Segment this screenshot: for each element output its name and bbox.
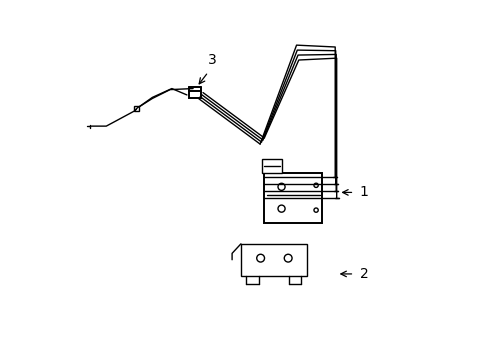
Bar — [264, 173, 322, 222]
Text: 3: 3 — [208, 53, 217, 67]
Bar — [262, 159, 281, 173]
Bar — [134, 106, 139, 111]
Bar — [241, 244, 306, 276]
Circle shape — [313, 183, 318, 188]
Circle shape — [277, 205, 285, 212]
Circle shape — [256, 254, 264, 262]
Circle shape — [284, 254, 291, 262]
Text: 2: 2 — [359, 267, 367, 281]
Circle shape — [277, 183, 285, 190]
Text: 1: 1 — [359, 185, 368, 199]
Circle shape — [313, 208, 318, 212]
Bar — [188, 91, 201, 99]
